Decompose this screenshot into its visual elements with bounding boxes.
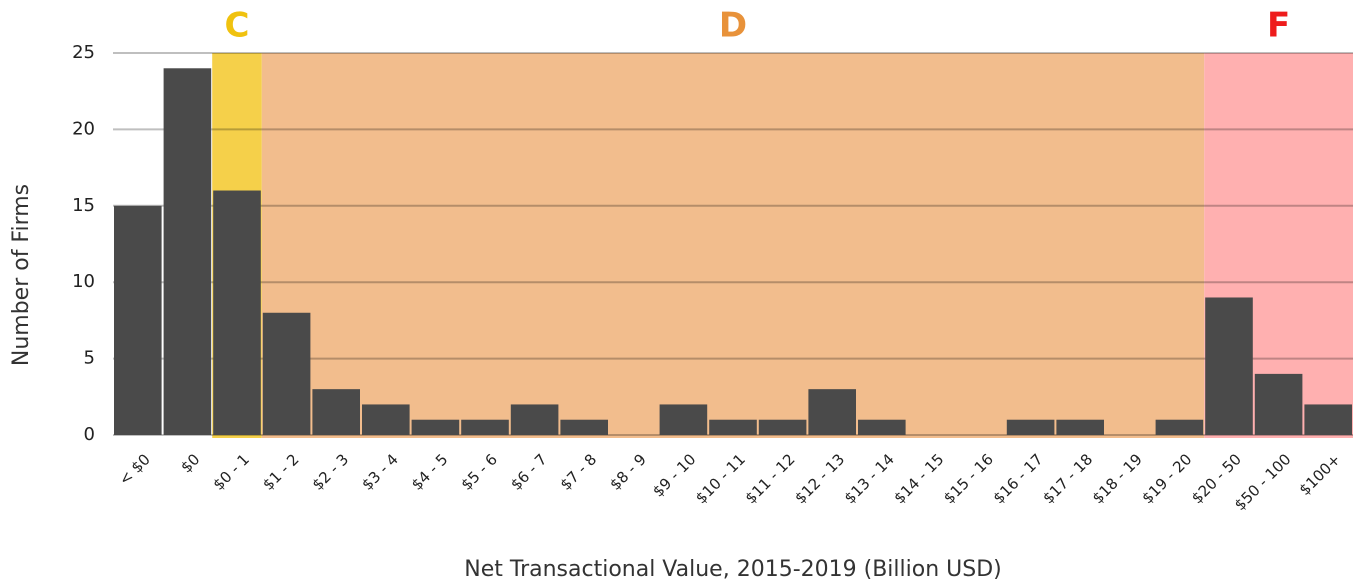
x-tick-label: $19 - 20 (1138, 450, 1195, 507)
bar (114, 205, 162, 435)
band (261, 53, 1205, 438)
x-tick-label: $6 - 7 (507, 450, 551, 494)
x-tick-label: $4 - 5 (408, 450, 452, 494)
bar (659, 404, 708, 435)
bar (362, 404, 410, 435)
bar (1254, 373, 1303, 435)
x-tick-label: $12 - 13 (791, 450, 848, 507)
x-tick-label: $2 - 3 (309, 450, 353, 494)
y-axis-title: Number of Firms (9, 184, 34, 366)
x-tick-label: $14 - 15 (890, 450, 947, 507)
bar (213, 190, 261, 435)
y-tick-label: 15 (72, 195, 95, 216)
bar (808, 389, 856, 435)
bar (510, 404, 559, 435)
y-tick-label: 25 (72, 42, 95, 63)
bar (461, 419, 509, 435)
x-tick-label: $0 (177, 450, 203, 476)
y-tick-label: 5 (84, 348, 95, 369)
x-tick-label: $18 - 19 (1089, 450, 1146, 507)
x-tick-label: $1 - 2 (259, 450, 303, 494)
x-axis-title: Net Transactional Value, 2015-2019 (Bill… (464, 557, 1001, 582)
y-tick-label: 0 (84, 424, 95, 445)
y-tick-label: 10 (72, 271, 95, 292)
bar (411, 419, 460, 435)
bar (858, 419, 906, 435)
x-tick-label: $15 - 16 (940, 450, 997, 507)
x-tick-label: $11 - 12 (742, 450, 799, 507)
x-tick-label: $5 - 6 (457, 450, 501, 494)
x-tick-label: $9 - 10 (649, 450, 699, 500)
band-label: D (719, 6, 747, 46)
x-tick-label: $7 - 8 (557, 450, 601, 494)
bar (262, 312, 311, 435)
x-tick-label: $17 - 18 (1039, 450, 1096, 507)
bar (1006, 419, 1055, 435)
bar (560, 419, 608, 435)
band-label: C (225, 6, 250, 46)
x-tick-label: $10 - 11 (692, 450, 749, 507)
y-tick-label: 20 (72, 118, 95, 139)
bar (1155, 419, 1204, 435)
bar (758, 419, 807, 435)
x-tick-label: $0 - 1 (209, 450, 253, 494)
band-label: F (1267, 6, 1290, 46)
x-tick-label: $100+ (1296, 450, 1345, 499)
x-tick-label: $3 - 4 (358, 450, 402, 494)
bar (709, 419, 757, 435)
x-tick-label: $8 - 9 (606, 450, 650, 494)
x-tick-label: $13 - 14 (841, 450, 898, 507)
bar (312, 389, 360, 435)
x-tick-label: $16 - 17 (990, 450, 1047, 507)
x-tick-label: < $0 (115, 450, 153, 488)
bar (163, 68, 212, 435)
bar (1056, 419, 1104, 435)
bar (1205, 297, 1253, 435)
bar (1304, 404, 1352, 435)
